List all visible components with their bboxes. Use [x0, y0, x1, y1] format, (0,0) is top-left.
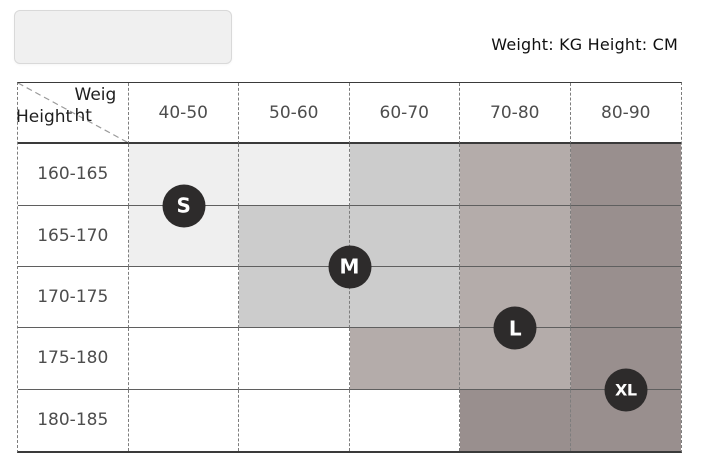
size-range-cell — [460, 205, 571, 267]
size-range-cell — [239, 389, 350, 451]
size-range-cell — [570, 144, 681, 206]
size-badge-l: L — [493, 306, 537, 350]
size-badge-xl: XL — [604, 368, 648, 412]
column-header-60-70: 60-70 — [349, 83, 460, 145]
size-range-cell — [128, 328, 239, 390]
size-range-cell — [570, 266, 681, 329]
top-left-placeholder-box[interactable] — [14, 10, 232, 64]
corner-weight-label: Weight — [74, 85, 117, 127]
size-range-cell — [570, 205, 681, 267]
column-header-50-60: 50-60 — [239, 83, 350, 145]
size-range-cell — [460, 144, 571, 206]
size-badge-s: S — [162, 184, 206, 228]
size-range-cell — [349, 328, 460, 390]
row-header-170-175: 170-175 — [18, 266, 129, 329]
corner-height-label: Height — [16, 107, 73, 128]
column-header-80-90: 80-90 — [570, 83, 681, 145]
size-range-cell — [349, 144, 460, 206]
diagonal-divider-line — [18, 83, 128, 143]
size-range-cell — [460, 389, 571, 451]
size-range-cell — [128, 389, 239, 451]
size-chart-table: Weight Height 40-50 50-60 60-70 70-80 80-90 1… — [16, 82, 682, 453]
row-header-160-165: 160-165 — [18, 144, 129, 206]
column-header-70-80: 70-80 — [460, 83, 571, 145]
row-header-175-180: 175-180 — [18, 328, 129, 390]
corner-cell: Weight Height — [16, 83, 129, 145]
size-range-cell — [349, 389, 460, 451]
size-range-cell — [239, 328, 350, 390]
size-range-cell — [128, 266, 239, 329]
row-header-165-170: 165-170 — [18, 205, 129, 267]
size-chart-grid: Weight Height 40-50 50-60 60-70 70-80 80-90 1… — [16, 82, 682, 453]
row-header-180-185: 180-185 — [18, 389, 129, 451]
size-range-cell — [349, 266, 460, 329]
size-range-cell — [239, 144, 350, 206]
column-header-40-50: 40-50 — [128, 83, 239, 145]
size-badge-m: M — [328, 245, 371, 289]
units-label: Weight: KG Height: CM — [491, 35, 678, 54]
